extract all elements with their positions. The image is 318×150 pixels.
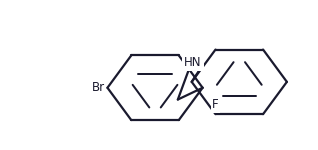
Text: Br: Br <box>92 81 106 94</box>
Text: F: F <box>212 98 219 111</box>
Text: HN: HN <box>184 56 202 69</box>
